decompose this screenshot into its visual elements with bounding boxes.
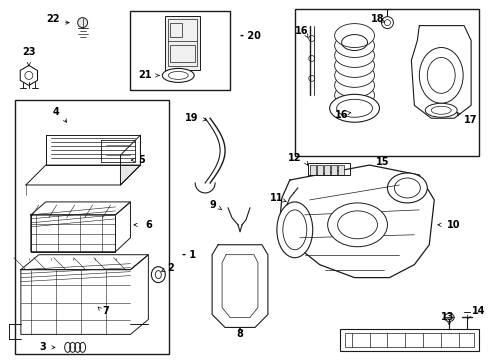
Text: 19: 19 <box>184 113 198 123</box>
Text: 16: 16 <box>334 110 347 120</box>
Ellipse shape <box>78 18 87 28</box>
Ellipse shape <box>334 44 374 67</box>
Text: 3: 3 <box>40 342 46 352</box>
Polygon shape <box>101 140 135 162</box>
Text: 22: 22 <box>46 14 60 24</box>
Text: 23: 23 <box>22 48 36 58</box>
Text: - 1: - 1 <box>182 250 196 260</box>
Ellipse shape <box>425 103 456 117</box>
Text: - 20: - 20 <box>240 31 261 41</box>
Polygon shape <box>21 255 148 270</box>
Text: 6: 6 <box>145 220 152 230</box>
Ellipse shape <box>386 173 427 203</box>
Polygon shape <box>212 245 267 328</box>
Bar <box>165 15 200 71</box>
Bar <box>168 19 197 67</box>
Text: 10: 10 <box>447 220 460 230</box>
Ellipse shape <box>334 54 374 77</box>
Text: 13: 13 <box>440 312 453 323</box>
Ellipse shape <box>419 48 462 103</box>
Bar <box>323 165 329 175</box>
Text: 17: 17 <box>463 115 477 125</box>
Bar <box>309 165 315 175</box>
Polygon shape <box>26 165 140 185</box>
Polygon shape <box>279 165 433 278</box>
Text: 16: 16 <box>294 26 308 36</box>
Bar <box>294 9 478 156</box>
Text: 4: 4 <box>52 107 59 117</box>
Text: 9: 9 <box>209 200 216 210</box>
Bar <box>130 11 229 90</box>
Bar <box>337 165 343 175</box>
Bar <box>316 165 322 175</box>
Ellipse shape <box>329 94 379 122</box>
Ellipse shape <box>334 33 374 58</box>
Text: 8: 8 <box>236 329 243 339</box>
Text: 15: 15 <box>375 157 388 167</box>
Bar <box>344 333 473 347</box>
Text: 12: 12 <box>288 153 301 163</box>
Bar <box>307 163 349 175</box>
Polygon shape <box>410 26 470 118</box>
Bar <box>170 45 195 62</box>
Text: 21: 21 <box>139 71 152 80</box>
Text: 2: 2 <box>166 263 173 273</box>
Text: 18: 18 <box>370 14 384 24</box>
Polygon shape <box>31 202 130 215</box>
Polygon shape <box>46 135 140 165</box>
Ellipse shape <box>334 63 374 87</box>
Polygon shape <box>120 135 140 185</box>
Polygon shape <box>31 202 130 252</box>
Ellipse shape <box>276 202 312 258</box>
Bar <box>330 165 336 175</box>
Ellipse shape <box>327 203 386 247</box>
Text: 5: 5 <box>138 155 145 165</box>
Ellipse shape <box>334 84 374 107</box>
Polygon shape <box>21 255 148 334</box>
Polygon shape <box>20 66 38 85</box>
Text: 14: 14 <box>471 306 485 316</box>
Text: 11: 11 <box>269 193 283 203</box>
Text: 7: 7 <box>102 306 109 316</box>
Ellipse shape <box>334 73 374 97</box>
Bar <box>339 329 478 351</box>
Bar <box>170 23 182 37</box>
Ellipse shape <box>151 267 165 283</box>
Ellipse shape <box>162 68 194 82</box>
Ellipse shape <box>381 17 393 28</box>
Ellipse shape <box>334 24 374 48</box>
Bar <box>15 100 169 354</box>
